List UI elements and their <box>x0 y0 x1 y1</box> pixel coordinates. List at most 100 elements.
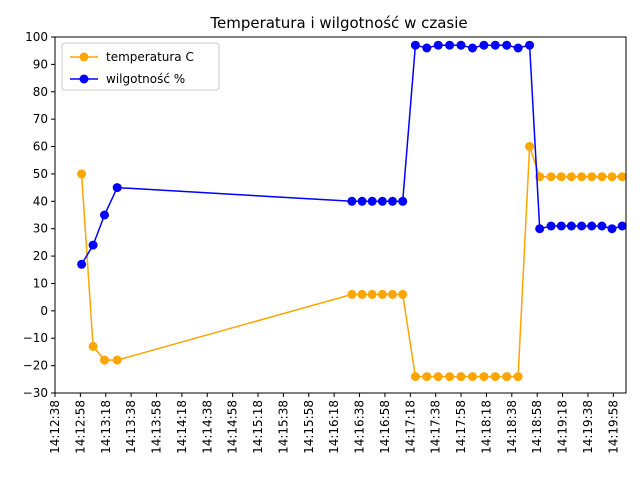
x-tick-label: 14:14:58 <box>226 400 240 454</box>
data-point <box>479 40 489 50</box>
legend-label: temperatura C <box>106 50 194 64</box>
data-point <box>479 372 489 382</box>
data-point <box>112 355 122 365</box>
x-tick-label: 14:18:58 <box>530 400 544 454</box>
data-point <box>525 142 535 151</box>
data-point <box>100 210 109 220</box>
data-point <box>388 289 397 299</box>
y-tick-label: 30 <box>33 222 48 236</box>
data-point <box>77 169 87 179</box>
data-point <box>410 372 420 382</box>
data-point <box>490 372 500 382</box>
data-point <box>377 196 387 206</box>
data-point <box>566 172 576 182</box>
data-point <box>535 224 545 234</box>
data-point <box>88 341 98 351</box>
legend-item: wilgotność % <box>70 72 185 86</box>
data-point <box>367 196 377 206</box>
data-point <box>607 172 617 182</box>
data-point <box>513 372 523 382</box>
data-point <box>77 259 87 269</box>
x-tick-label: 14:14:18 <box>175 400 189 454</box>
y-tick-label: 40 <box>33 194 48 208</box>
series-0 <box>77 142 627 382</box>
data-point <box>587 172 597 182</box>
x-tick-label: 14:15:38 <box>276 400 290 454</box>
data-point <box>433 372 443 382</box>
y-tick-label: −10 <box>23 331 48 345</box>
x-tick-label: 14:17:18 <box>403 400 417 454</box>
data-point <box>468 372 477 382</box>
x-tick-label: 14:17:38 <box>429 400 443 454</box>
legend-box <box>61 42 220 91</box>
data-point <box>422 372 432 382</box>
data-point <box>377 289 387 299</box>
y-tick-label: 90 <box>33 57 48 71</box>
data-point <box>546 221 556 231</box>
y-tick-label: 100 <box>25 30 48 44</box>
legend-label: wilgotność % <box>106 72 185 86</box>
axes-layer: −30 −20 −10 0 10 20 30 40 50 60 70 80 90 100 14:12:38 1… <box>23 30 627 454</box>
x-tick-label: 14:12:58 <box>73 400 87 454</box>
data-point <box>357 289 367 299</box>
series-layer <box>77 40 627 382</box>
x-tick-label: 14:14:38 <box>200 400 214 454</box>
y-tick-label: 50 <box>33 167 48 181</box>
data-point <box>587 221 597 231</box>
data-point <box>597 172 607 182</box>
legend-item: temperatura C <box>70 50 194 64</box>
y-tick-label: 20 <box>33 249 48 263</box>
data-point <box>525 40 535 50</box>
x-tick-label: 14:15:18 <box>251 400 265 454</box>
data-point <box>468 43 477 53</box>
x-tick-label: 14:17:58 <box>454 400 468 454</box>
chart-title: Temperatura i wilgotność w czasie <box>209 14 467 32</box>
x-tick-label: 14:19:58 <box>606 400 620 454</box>
x-tick-label: 14:18:18 <box>479 400 493 454</box>
data-point <box>422 43 432 53</box>
x-tick-label: 14:16:18 <box>327 400 341 454</box>
x-tick-label: 14:13:38 <box>124 400 138 454</box>
y-tick-label: −30 <box>23 386 48 400</box>
data-point <box>556 172 566 182</box>
plot-frame <box>54 36 627 394</box>
x-tick-label: 14:15:58 <box>302 400 316 454</box>
y-tick-label: 10 <box>33 276 48 290</box>
data-point <box>347 196 357 206</box>
y-tick-label: 60 <box>33 140 48 154</box>
y-tick-label: 0 <box>40 304 48 318</box>
data-point <box>433 40 443 50</box>
data-point <box>502 372 512 382</box>
x-tick-label: 14:13:58 <box>150 400 164 454</box>
x-tick-label: 14:19:38 <box>581 400 595 454</box>
series-line <box>80 146 623 378</box>
legend-marker <box>79 52 89 62</box>
data-point <box>556 221 566 231</box>
legend-marker <box>79 74 89 84</box>
data-point <box>597 221 607 231</box>
data-point <box>398 196 408 206</box>
data-point <box>490 40 500 50</box>
data-point <box>398 289 408 299</box>
data-point <box>577 221 587 231</box>
series-1 <box>77 40 627 269</box>
y-tick-label: 70 <box>33 112 48 126</box>
data-point <box>577 172 587 182</box>
data-point <box>617 221 627 231</box>
data-point <box>100 355 109 365</box>
legend: temperatura C wilgotność % <box>61 42 220 91</box>
y-tick-label: 80 <box>33 85 48 99</box>
x-tick-label: 14:12:38 <box>48 400 62 454</box>
data-point <box>367 289 377 299</box>
x-tick-label: 14:18:38 <box>505 400 519 454</box>
data-point <box>513 43 523 53</box>
x-tick-label: 14:19:18 <box>556 400 570 454</box>
x-tick-label: 14:13:18 <box>99 400 113 454</box>
data-point <box>456 372 466 382</box>
data-point <box>112 183 122 193</box>
x-tick-label: 14:16:58 <box>378 400 392 454</box>
y-tick-label: −20 <box>23 359 48 373</box>
data-point <box>347 289 357 299</box>
data-point <box>410 40 420 50</box>
x-tick-label: 14:16:38 <box>353 400 367 454</box>
